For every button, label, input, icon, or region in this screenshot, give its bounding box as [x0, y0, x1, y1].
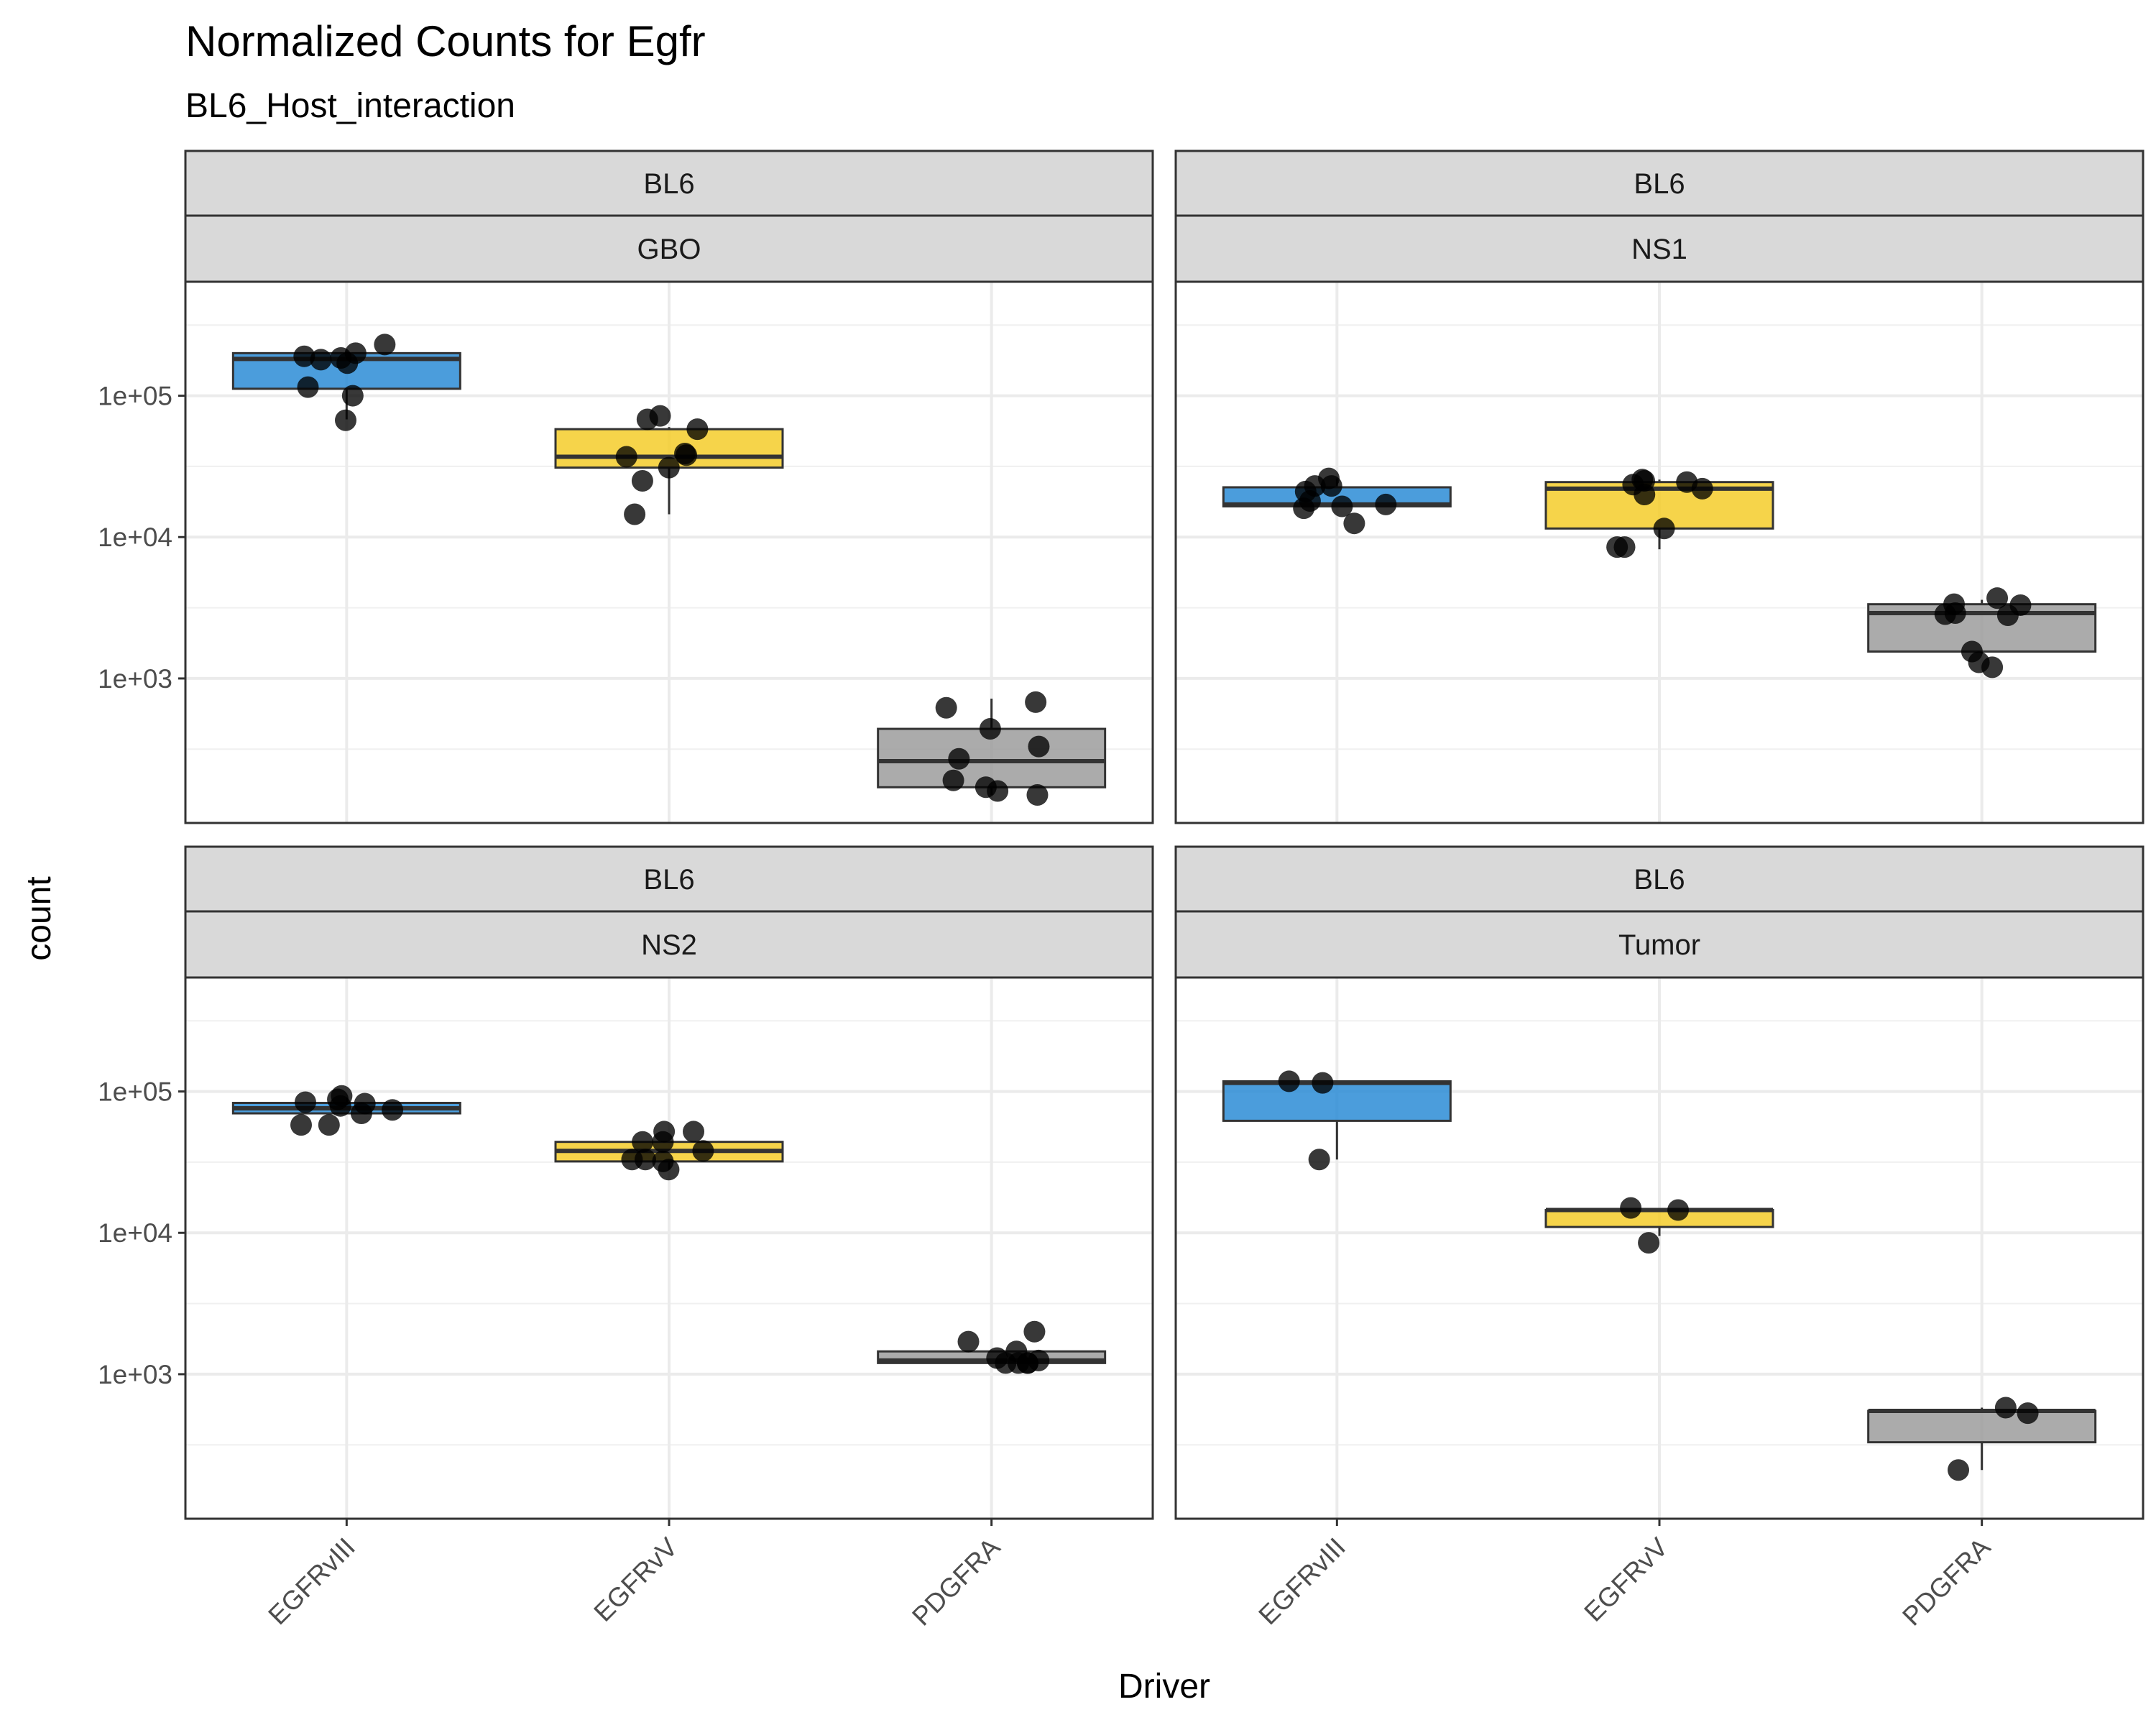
data-point [621, 1149, 643, 1171]
strip-top-label: BL6 [1634, 168, 1685, 200]
strip-top-label: BL6 [643, 168, 694, 200]
data-point [1638, 1232, 1660, 1254]
box-pdgfra [1867, 1409, 2097, 1444]
data-point [979, 718, 1001, 740]
data-point [318, 1114, 340, 1136]
data-point [683, 1121, 705, 1143]
data-point [942, 769, 964, 791]
y-tick-label: 1e+04 [98, 1218, 172, 1248]
data-point [1620, 1197, 1642, 1219]
strip-top-background [1174, 845, 2145, 913]
data-point [350, 1103, 372, 1125]
data-point [1948, 1459, 1970, 1481]
data-point [344, 342, 367, 364]
data-point [297, 376, 319, 398]
data-point [1299, 490, 1321, 512]
data-point [1028, 735, 1050, 758]
data-point [1994, 1397, 2017, 1419]
strip-top-label: BL6 [1634, 864, 1685, 896]
strip-top-background [184, 150, 1154, 217]
data-point [686, 418, 709, 441]
data-point [294, 1091, 316, 1113]
data-point [1375, 493, 1397, 515]
data-point [632, 1131, 654, 1153]
strip-top-background [1174, 150, 2145, 217]
data-point [1025, 691, 1047, 713]
data-point [329, 1095, 351, 1117]
data-point [1622, 474, 1644, 496]
data-point [310, 349, 332, 371]
chart-title: Normalized Counts for Egfr [185, 17, 706, 65]
data-point [1961, 640, 1983, 663]
data-point [1653, 518, 1675, 540]
data-point [652, 1131, 674, 1153]
data-point [382, 1099, 404, 1121]
y-axis-title: count [20, 876, 58, 960]
strip-top-background [184, 845, 1154, 913]
strip-bottom-background [1174, 214, 2145, 283]
data-point [1981, 656, 2004, 678]
data-point [948, 748, 970, 770]
data-point [2017, 1402, 2039, 1425]
data-point [935, 696, 957, 719]
strip-bottom-label: NS2 [641, 929, 697, 961]
data-point [1667, 1199, 1690, 1221]
chart-subtitle: BL6_Host_interaction [185, 87, 515, 125]
y-tick-label: 1e+03 [98, 664, 172, 694]
data-point [1986, 587, 2009, 610]
strip-bottom-label: NS1 [1631, 234, 1687, 265]
strip-top-label: BL6 [643, 864, 694, 896]
facet-panel-ns1: BL6 NS1 [1174, 150, 2145, 824]
data-point [676, 444, 698, 466]
x-axis-title: Driver [1118, 1668, 1210, 1706]
data-point [975, 776, 997, 799]
facet-panels: BL6 GBO 1e+03 1e+04 1e+05 BL6 NS1 BL6 NS2 1e+03 1e… [98, 150, 2145, 1632]
data-point [1320, 475, 1342, 497]
data-point [1691, 477, 1713, 500]
data-point [652, 1150, 674, 1172]
facet-panel-gbo: BL6 GBO 1e+03 1e+04 1e+05 [98, 150, 1154, 824]
data-point [1331, 495, 1353, 518]
strip-bottom-background [184, 214, 1154, 283]
data-point [1606, 536, 1628, 558]
data-point [957, 1330, 980, 1353]
data-point [615, 446, 637, 468]
data-point [1943, 593, 1966, 615]
data-point [986, 1347, 1008, 1369]
data-point [1312, 1072, 1334, 1094]
data-point [1308, 1149, 1330, 1171]
data-point [374, 334, 396, 356]
data-point [1023, 1320, 1046, 1343]
strip-bottom-label: Tumor [1618, 929, 1700, 961]
data-point [1996, 604, 2019, 626]
data-point [1343, 512, 1365, 535]
panel-border [184, 280, 1154, 824]
data-point [290, 1114, 313, 1136]
y-tick-label: 1e+04 [98, 523, 172, 552]
data-point [1278, 1070, 1300, 1092]
data-point [658, 456, 680, 479]
data-point [631, 469, 653, 492]
strip-bottom-background [1174, 910, 2145, 979]
box-egfrvv [1544, 1209, 1774, 1228]
strip-bottom-label: GBO [637, 234, 701, 265]
panel-border [1174, 280, 2145, 824]
y-tick-label: 1e+05 [98, 382, 172, 411]
data-point [334, 409, 356, 431]
data-point [636, 408, 658, 431]
data-point [624, 503, 646, 525]
y-tick-label: 1e+03 [98, 1360, 172, 1389]
data-point [1026, 783, 1049, 806]
data-point [692, 1140, 714, 1162]
box-egfrviii [1222, 1080, 1452, 1122]
data-point [293, 345, 315, 367]
data-point [341, 385, 364, 407]
y-tick-label: 1e+05 [98, 1077, 172, 1107]
